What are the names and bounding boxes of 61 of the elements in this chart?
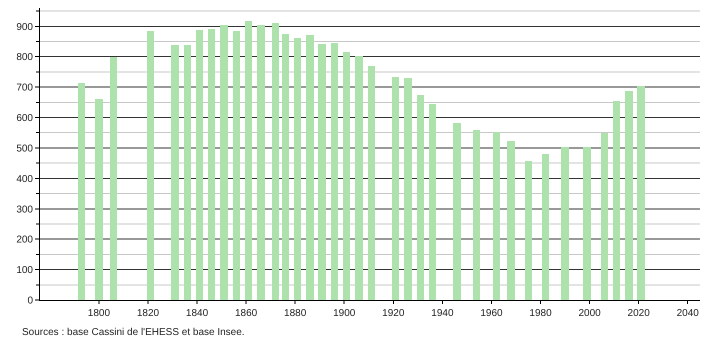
bar [208, 29, 215, 300]
bar [318, 44, 326, 300]
bar [171, 45, 179, 300]
bar [282, 34, 289, 300]
source-note: Sources : base Cassini de l'EHESS et base Insee. [22, 327, 245, 338]
bar [306, 35, 314, 300]
y-tick-label: 200 [16, 234, 34, 246]
bar [257, 25, 265, 300]
x-tick-label: 1820 [136, 308, 160, 319]
bar [331, 43, 338, 300]
y-tick-label: 700 [16, 82, 34, 94]
y-tick-label: 300 [16, 204, 34, 216]
y-tick-label: 500 [16, 143, 34, 154]
bar [95, 99, 103, 300]
y-tick-label: 900 [16, 22, 34, 33]
bar [78, 83, 85, 300]
x-tick-label: 1960 [480, 308, 504, 319]
bar [601, 133, 608, 300]
x-tick-label: 1920 [382, 308, 405, 319]
y-tick-label: 0 [27, 296, 34, 306]
x-tick-label: 1880 [284, 308, 307, 319]
bar [542, 154, 549, 300]
bar [561, 147, 569, 300]
y-tick-label: 800 [16, 52, 34, 64]
bar [583, 147, 591, 300]
bar [110, 57, 117, 300]
bar [196, 30, 203, 300]
x-tick-label: 2020 [628, 308, 650, 319]
x-tick-label: 1840 [186, 308, 209, 319]
bar [637, 86, 645, 300]
x-tick-label: 1900 [333, 308, 356, 319]
bar [417, 95, 424, 300]
bar [507, 141, 515, 300]
bar [429, 104, 436, 300]
x-tick-label: 1980 [529, 308, 552, 319]
x-tick-label: 1800 [88, 308, 110, 319]
bar [233, 31, 240, 300]
bar [184, 45, 191, 300]
bar [272, 23, 279, 300]
bar [493, 132, 500, 300]
x-tick-label: 2040 [676, 308, 700, 319]
bar [343, 52, 350, 300]
y-tick-label: 600 [16, 113, 34, 124]
bar [404, 78, 412, 300]
bar [220, 25, 228, 300]
bar [525, 161, 532, 300]
bar [368, 66, 375, 300]
bar [294, 38, 301, 300]
x-tick-label: 1940 [431, 308, 454, 319]
x-tick-label: 1860 [234, 308, 258, 319]
y-tick-label: 100 [16, 265, 34, 276]
bar [625, 91, 633, 300]
bar [453, 123, 461, 300]
bar [147, 31, 154, 300]
bar [613, 101, 620, 300]
bar [355, 56, 363, 300]
x-tick-label: 2000 [578, 308, 602, 319]
bar [392, 77, 399, 300]
y-tick-label: 400 [16, 174, 34, 185]
bar [473, 130, 480, 300]
bar [245, 21, 252, 300]
